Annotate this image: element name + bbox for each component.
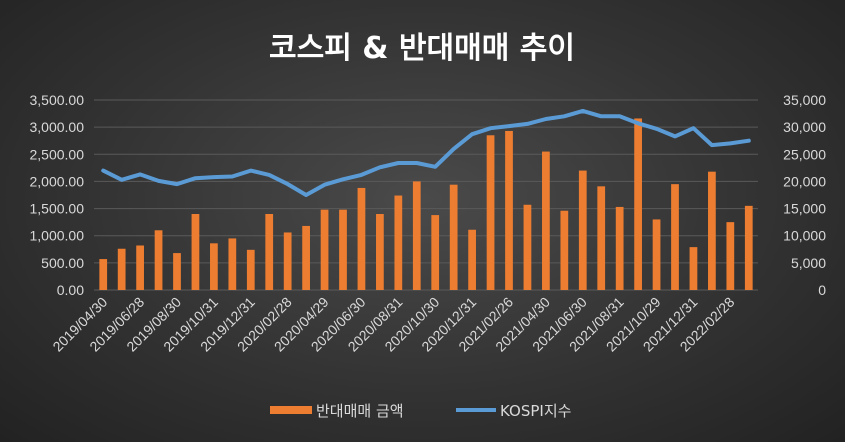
x-axis: 2019/04/302019/06/282019/08/302019/10/31…: [49, 294, 737, 355]
bar: [468, 229, 476, 290]
bar: [376, 214, 384, 290]
bar-series: [99, 118, 753, 290]
bar: [615, 206, 624, 290]
legend-label-line: KOSPI지수: [500, 402, 571, 420]
gridlines: [94, 99, 758, 291]
y-left-tick-label: 3,000.00: [30, 119, 85, 135]
bar: [505, 130, 513, 290]
bar: [283, 232, 292, 290]
chart-title: 코스피 & 반대매매 추이: [269, 31, 575, 66]
bar: [154, 230, 163, 290]
legend: 반대매매 금액 KOSPI지수: [270, 402, 571, 420]
bar: [320, 209, 329, 290]
bar: [449, 184, 458, 290]
bar: [597, 186, 606, 290]
kospi-line: [101, 108, 751, 197]
y-left-tick-label: 500.00: [41, 255, 84, 271]
y-left-tick-label: 2,500.00: [30, 146, 85, 162]
bar: [210, 243, 218, 290]
y-left-tick-label: 0.00: [57, 282, 84, 298]
bar: [671, 184, 679, 290]
bar: [689, 247, 698, 290]
y-left-tick-label: 1,500.00: [30, 201, 85, 217]
bar: [708, 171, 716, 290]
y-axis-right: 0 5,000 10,000 15,000 20,000 25,000 30,000 35,0…: [783, 92, 826, 298]
legend-label-bar: 반대매매 금액: [316, 402, 404, 420]
bar: [173, 253, 181, 290]
bar: [560, 210, 569, 290]
bar: [634, 118, 642, 290]
y-right-tick-label: 20,000: [783, 173, 826, 189]
bar: [523, 204, 532, 290]
y-left-tick-label: 1,000.00: [30, 228, 85, 244]
y-right-tick-label: 35,000: [783, 92, 826, 108]
y-right-tick-label: 30,000: [783, 119, 826, 135]
bar: [652, 219, 661, 290]
bar: [394, 195, 403, 290]
y-right-tick-label: 10,000: [783, 228, 826, 244]
y-left-tick-label: 3,500.00: [30, 92, 85, 108]
bar: [228, 238, 237, 290]
y-right-tick-label: 25,000: [783, 146, 826, 162]
bar: [578, 170, 587, 290]
bar: [542, 151, 550, 290]
bar: [246, 249, 255, 290]
y-axis-left: 0.00 500.00 1,000.00 1,500.00 2,000.00 2,500.…: [30, 92, 85, 298]
legend-swatch-bar: [270, 406, 312, 414]
bar: [726, 222, 735, 290]
bar: [117, 248, 126, 290]
y-right-tick-label: 5,000: [791, 255, 826, 271]
bar: [191, 214, 200, 290]
y-right-tick-label: 15,000: [783, 201, 826, 217]
bar: [339, 209, 347, 290]
bar: [744, 205, 753, 290]
bar: [302, 225, 310, 290]
bar: [265, 214, 274, 290]
line-series: [101, 108, 751, 197]
bar: [486, 135, 495, 290]
bar: [431, 215, 440, 290]
bar: [99, 259, 108, 290]
y-right-tick-label: 0: [818, 282, 826, 298]
bar: [357, 187, 366, 290]
bar: [136, 245, 144, 290]
bar: [412, 181, 421, 290]
y-left-tick-label: 2,000.00: [30, 173, 85, 189]
